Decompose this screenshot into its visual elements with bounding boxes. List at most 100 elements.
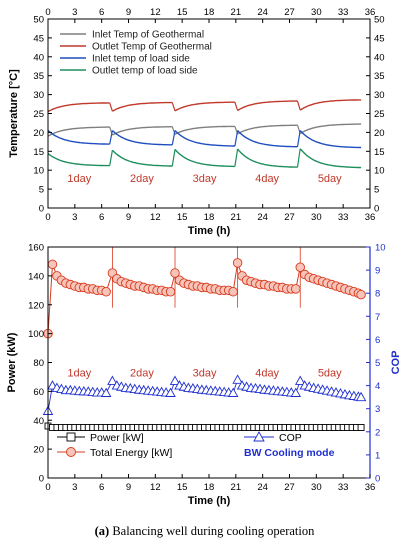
x-tick-label-bottom: 12 (150, 212, 161, 223)
x-tick-label: 6 (99, 482, 104, 493)
y-axis-label-left: Power (kW) (6, 332, 18, 392)
series-line-2-cycle-1 (47, 102, 110, 113)
y2-tick-label: 5 (375, 358, 380, 369)
y2-tick-label: 0 (375, 474, 380, 485)
y-tick-label-left: 25 (33, 109, 44, 120)
x-tick-label-bottom: 18 (204, 212, 215, 223)
caption-label: (a) (94, 524, 110, 538)
x-tick-label: 36 (365, 482, 376, 493)
y-tick-label-right: 35 (374, 71, 385, 82)
series-line-4-cycle-3 (174, 148, 235, 168)
y-tick-label-right: 30 (374, 90, 385, 101)
y-tick-label-right: 5 (374, 185, 379, 196)
y2-tick-label: 2 (375, 427, 380, 438)
power-cop-chart: 0 3 6 9 12 15 18 21 24 27 30 33 36020406080100120140… (6, 243, 402, 508)
y-tick-label-left: 120 (28, 300, 44, 311)
x-tick-label-top: 24 (257, 7, 268, 18)
y2-tick-label: 9 (375, 266, 380, 277)
series-line-3-cycle-4 (237, 130, 298, 148)
series-line-4-cycle-2 (111, 149, 173, 167)
y-tick-label-right: 40 (374, 52, 385, 63)
energy-marker (232, 258, 243, 268)
y-tick-label-left: 140 (28, 271, 44, 282)
x-tick-label-top: 6 (99, 7, 104, 18)
series-connector-3-4 (296, 130, 301, 147)
series-line-1-cycle-5 (299, 123, 362, 135)
cop-marker (290, 387, 302, 397)
legend-label-3: Inlet temp of load side (92, 54, 190, 65)
series-connector-3-3 (234, 130, 239, 147)
x-tick-label-top: 9 (126, 7, 131, 18)
y2-tick-label: 3 (375, 404, 380, 415)
x-tick-label: 18 (204, 482, 215, 493)
legend-label-cop: COP (279, 432, 302, 444)
x-tick-label-bottom: 21 (231, 212, 242, 223)
day-label-5: 5day (318, 173, 342, 185)
series-line-1-cycle-1 (47, 126, 110, 137)
energy-marker (291, 284, 301, 294)
energy-trace-line (47, 262, 362, 334)
y2-tick-label: 1 (375, 450, 380, 461)
x-tick-label-bottom: 15 (177, 212, 188, 223)
x-tick-label-bottom: 9 (126, 212, 131, 223)
mode-label: BW Cooling mode (244, 447, 335, 459)
series-connector-2-3 (234, 102, 239, 111)
x-tick-label-top: 27 (284, 7, 295, 18)
y-axis-label-right: COP (390, 351, 402, 375)
legend-label-1: Inlet Temp of Geothermal (92, 30, 204, 41)
series-line-4-cycle-1 (47, 153, 110, 167)
y-tick-label-left: 40 (33, 416, 44, 427)
energy-marker (47, 259, 58, 270)
x-tick-label: 30 (311, 482, 322, 493)
x-tick-label: 33 (338, 482, 349, 493)
x-tick-label-top: 18 (204, 7, 215, 18)
x-tick-label-top: 33 (338, 7, 349, 18)
temperature-chart: 0033669912121515181821212424272730303333… (8, 7, 385, 237)
series-line-3-cycle-3 (174, 130, 235, 147)
series-line-2-cycle-3 (174, 101, 235, 112)
x-tick-label-bottom: 24 (257, 212, 268, 223)
series-line-3-cycle-2 (111, 129, 173, 146)
y2-tick-label: 10 (375, 243, 386, 254)
energy-marker (356, 289, 366, 300)
y-tick-label-right: 20 (374, 128, 385, 139)
energy-marker (295, 262, 305, 272)
y-tick-label-left: 40 (33, 52, 44, 63)
series-connector-4-3 (234, 148, 239, 167)
series-line-1-cycle-2 (112, 126, 173, 136)
cop-marker (107, 375, 118, 385)
cop-marker (100, 387, 112, 397)
y-tick-label-right: 50 (374, 15, 385, 26)
x-tick-label-top: 0 (45, 7, 50, 18)
series-line-2-cycle-2 (112, 101, 173, 112)
x-tick-label: 9 (126, 482, 131, 493)
x-tick-label-top: 3 (72, 7, 77, 18)
legend-swatch-energy (66, 447, 76, 457)
series-line-1-cycle-3 (174, 125, 235, 135)
y-tick-label-right: 0 (374, 204, 379, 215)
power-marker (357, 424, 365, 431)
cop-marker (355, 391, 367, 402)
cop-marker (294, 375, 306, 385)
x-tick-label-bottom: 36 (365, 212, 376, 223)
series-connector-3-1 (109, 130, 113, 145)
series-connector-2-4 (296, 100, 301, 111)
y-tick-label-left: 160 (28, 243, 44, 254)
series-connector-3-2 (171, 130, 176, 146)
y-tick-label-right: 45 (374, 33, 385, 44)
y-tick-label-left: 45 (33, 33, 44, 44)
day-label-2: 2day (130, 368, 154, 380)
y-tick-label-left: 5 (39, 185, 44, 196)
y-tick-label-left: 35 (33, 71, 44, 82)
y-tick-label-left: 15 (33, 147, 44, 158)
day-label-4: 4day (255, 368, 279, 380)
y2-tick-label: 7 (375, 312, 380, 323)
x-tick-label-bottom: 30 (311, 212, 322, 223)
cop-marker (169, 375, 181, 385)
y2-tick-label: 4 (375, 381, 380, 392)
series-line-2-cycle-4 (237, 100, 298, 112)
figure-caption: (a) Balancing well during cooling operat… (0, 524, 409, 539)
day-label-5: 5day (318, 368, 342, 380)
series-line-3-cycle-1 (47, 129, 110, 145)
series-connector-2-2 (171, 102, 176, 112)
